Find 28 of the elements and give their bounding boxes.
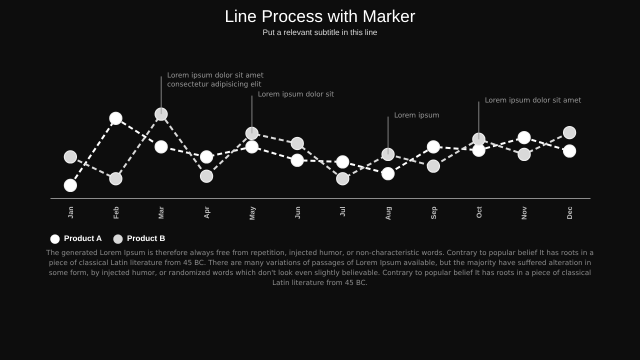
point: [426, 160, 440, 173]
point: [200, 170, 214, 183]
chart-title: Line Process with Marker: [224, 7, 416, 26]
point: [562, 144, 576, 158]
point: [109, 172, 122, 186]
point: [381, 148, 395, 161]
point: [64, 178, 78, 192]
point: [381, 167, 395, 180]
point: [518, 148, 531, 161]
point: [64, 150, 78, 164]
point: [472, 144, 486, 157]
point: [562, 126, 576, 140]
point: [200, 150, 214, 164]
point: [426, 140, 440, 154]
point: [336, 172, 350, 186]
point: [518, 131, 531, 144]
chart-subtitle: Put a relevant subtitle in this line: [262, 28, 378, 37]
point: [245, 140, 259, 154]
point: [290, 154, 304, 167]
point: [154, 108, 168, 121]
legend-label: Product B: [127, 234, 166, 244]
point: [245, 126, 259, 140]
point: [154, 140, 168, 154]
legend-label: Product A: [64, 234, 102, 244]
point: [109, 112, 122, 125]
point: [290, 136, 304, 150]
point: [336, 155, 350, 169]
point: [472, 132, 486, 146]
